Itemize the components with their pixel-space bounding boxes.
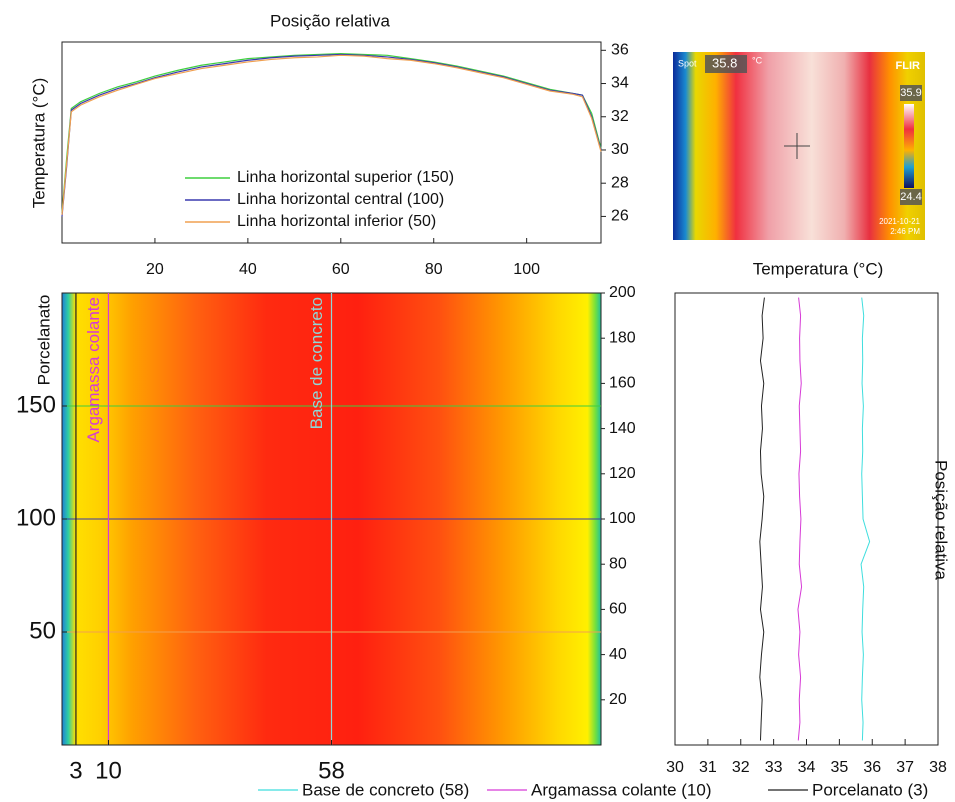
legend-label: Linha horizontal central (100) xyxy=(237,191,444,208)
x-tick-label: 58 xyxy=(318,757,345,784)
series-line xyxy=(759,297,765,741)
spot-box xyxy=(705,55,747,73)
plot-frame xyxy=(61,41,602,244)
spot-value: 35.8 xyxy=(712,55,737,70)
series-line xyxy=(61,53,602,217)
y-tick-label: 20 xyxy=(609,691,627,708)
y-tick-label: 200 xyxy=(609,284,636,301)
x-axis-label: Posição relativa xyxy=(270,11,391,30)
line-label: Base de concreto xyxy=(307,297,326,429)
x-tick-label: 35 xyxy=(830,759,848,776)
x-tick-label: 80 xyxy=(425,261,443,278)
series-line xyxy=(61,53,602,214)
scale-box xyxy=(900,85,922,101)
series-line xyxy=(860,297,871,741)
y-tick-label: 30 xyxy=(611,141,629,158)
y-tick-label: 150 xyxy=(16,391,56,418)
y-tick-label: 100 xyxy=(16,504,56,531)
plot-frame xyxy=(674,292,939,746)
y-tick-label: 120 xyxy=(609,465,636,482)
x-tick-label: 38 xyxy=(929,759,947,776)
thermal-image: Spot 35.8 °C FLIR 35.9 24.4 2021-10-21 2… xyxy=(673,52,925,240)
legend-label: Base de concreto (58) xyxy=(302,780,469,799)
y-tick-label: 80 xyxy=(609,555,627,572)
y-tick-label: 40 xyxy=(609,646,627,663)
x-tick-label: 60 xyxy=(332,261,350,278)
series-line xyxy=(61,54,602,215)
x-tick-label: 36 xyxy=(863,759,881,776)
y-tick-label: 160 xyxy=(609,375,636,392)
x-tick-label: 3 xyxy=(69,757,82,784)
x-tick-label: 33 xyxy=(765,759,783,776)
line-label: Argamassa colante xyxy=(84,297,103,443)
y-tick-label: 26 xyxy=(611,208,629,225)
x-tick-label: 34 xyxy=(798,759,816,776)
x-tick-label: 40 xyxy=(239,261,257,278)
x-tick-label: 100 xyxy=(513,261,540,278)
x-tick-label: 10 xyxy=(95,757,122,784)
legend-label: Argamassa colante (10) xyxy=(531,780,711,799)
scale-box xyxy=(900,189,922,205)
y-tick-label: 180 xyxy=(609,329,636,346)
x-axis-label: Temperatura (°C) xyxy=(753,259,884,278)
y-tick-label: 32 xyxy=(611,108,629,125)
y-tick-label: 60 xyxy=(609,601,627,618)
y-tick-label: 28 xyxy=(611,174,629,191)
time: 2:46 PM xyxy=(890,227,920,236)
y-tick-label: 36 xyxy=(611,42,629,59)
scale-max: 35.9 xyxy=(900,87,921,99)
spot-unit: °C xyxy=(752,55,763,65)
y-axis-label: Posição relativa xyxy=(932,460,951,581)
x-tick-label: 31 xyxy=(699,759,717,776)
series-line xyxy=(797,297,803,741)
legend-label: Linha horizontal superior (150) xyxy=(237,169,454,186)
y-tick-label: 140 xyxy=(609,420,636,437)
color-scale xyxy=(904,104,914,188)
y-axis-label: Temperatura (°C) xyxy=(29,78,48,209)
x-tick-label: 32 xyxy=(732,759,750,776)
x-tick-label: 20 xyxy=(146,261,164,278)
x-tick-label: 37 xyxy=(896,759,914,776)
y-tick-label: 100 xyxy=(609,510,636,527)
y-tick-label: 34 xyxy=(611,75,629,92)
brand: FLIR xyxy=(896,60,920,72)
x-tick-label: 30 xyxy=(666,759,684,776)
y-tick-label: 50 xyxy=(29,617,56,644)
date: 2021-10-21 xyxy=(879,217,920,226)
spot-label: Spot xyxy=(678,58,697,68)
scale-min: 24.4 xyxy=(900,191,921,203)
y-axis-label: Porcelanato xyxy=(34,295,53,386)
legend-label: Porcelanato (3) xyxy=(812,780,928,799)
legend-label: Linha horizontal inferior (50) xyxy=(237,213,436,230)
